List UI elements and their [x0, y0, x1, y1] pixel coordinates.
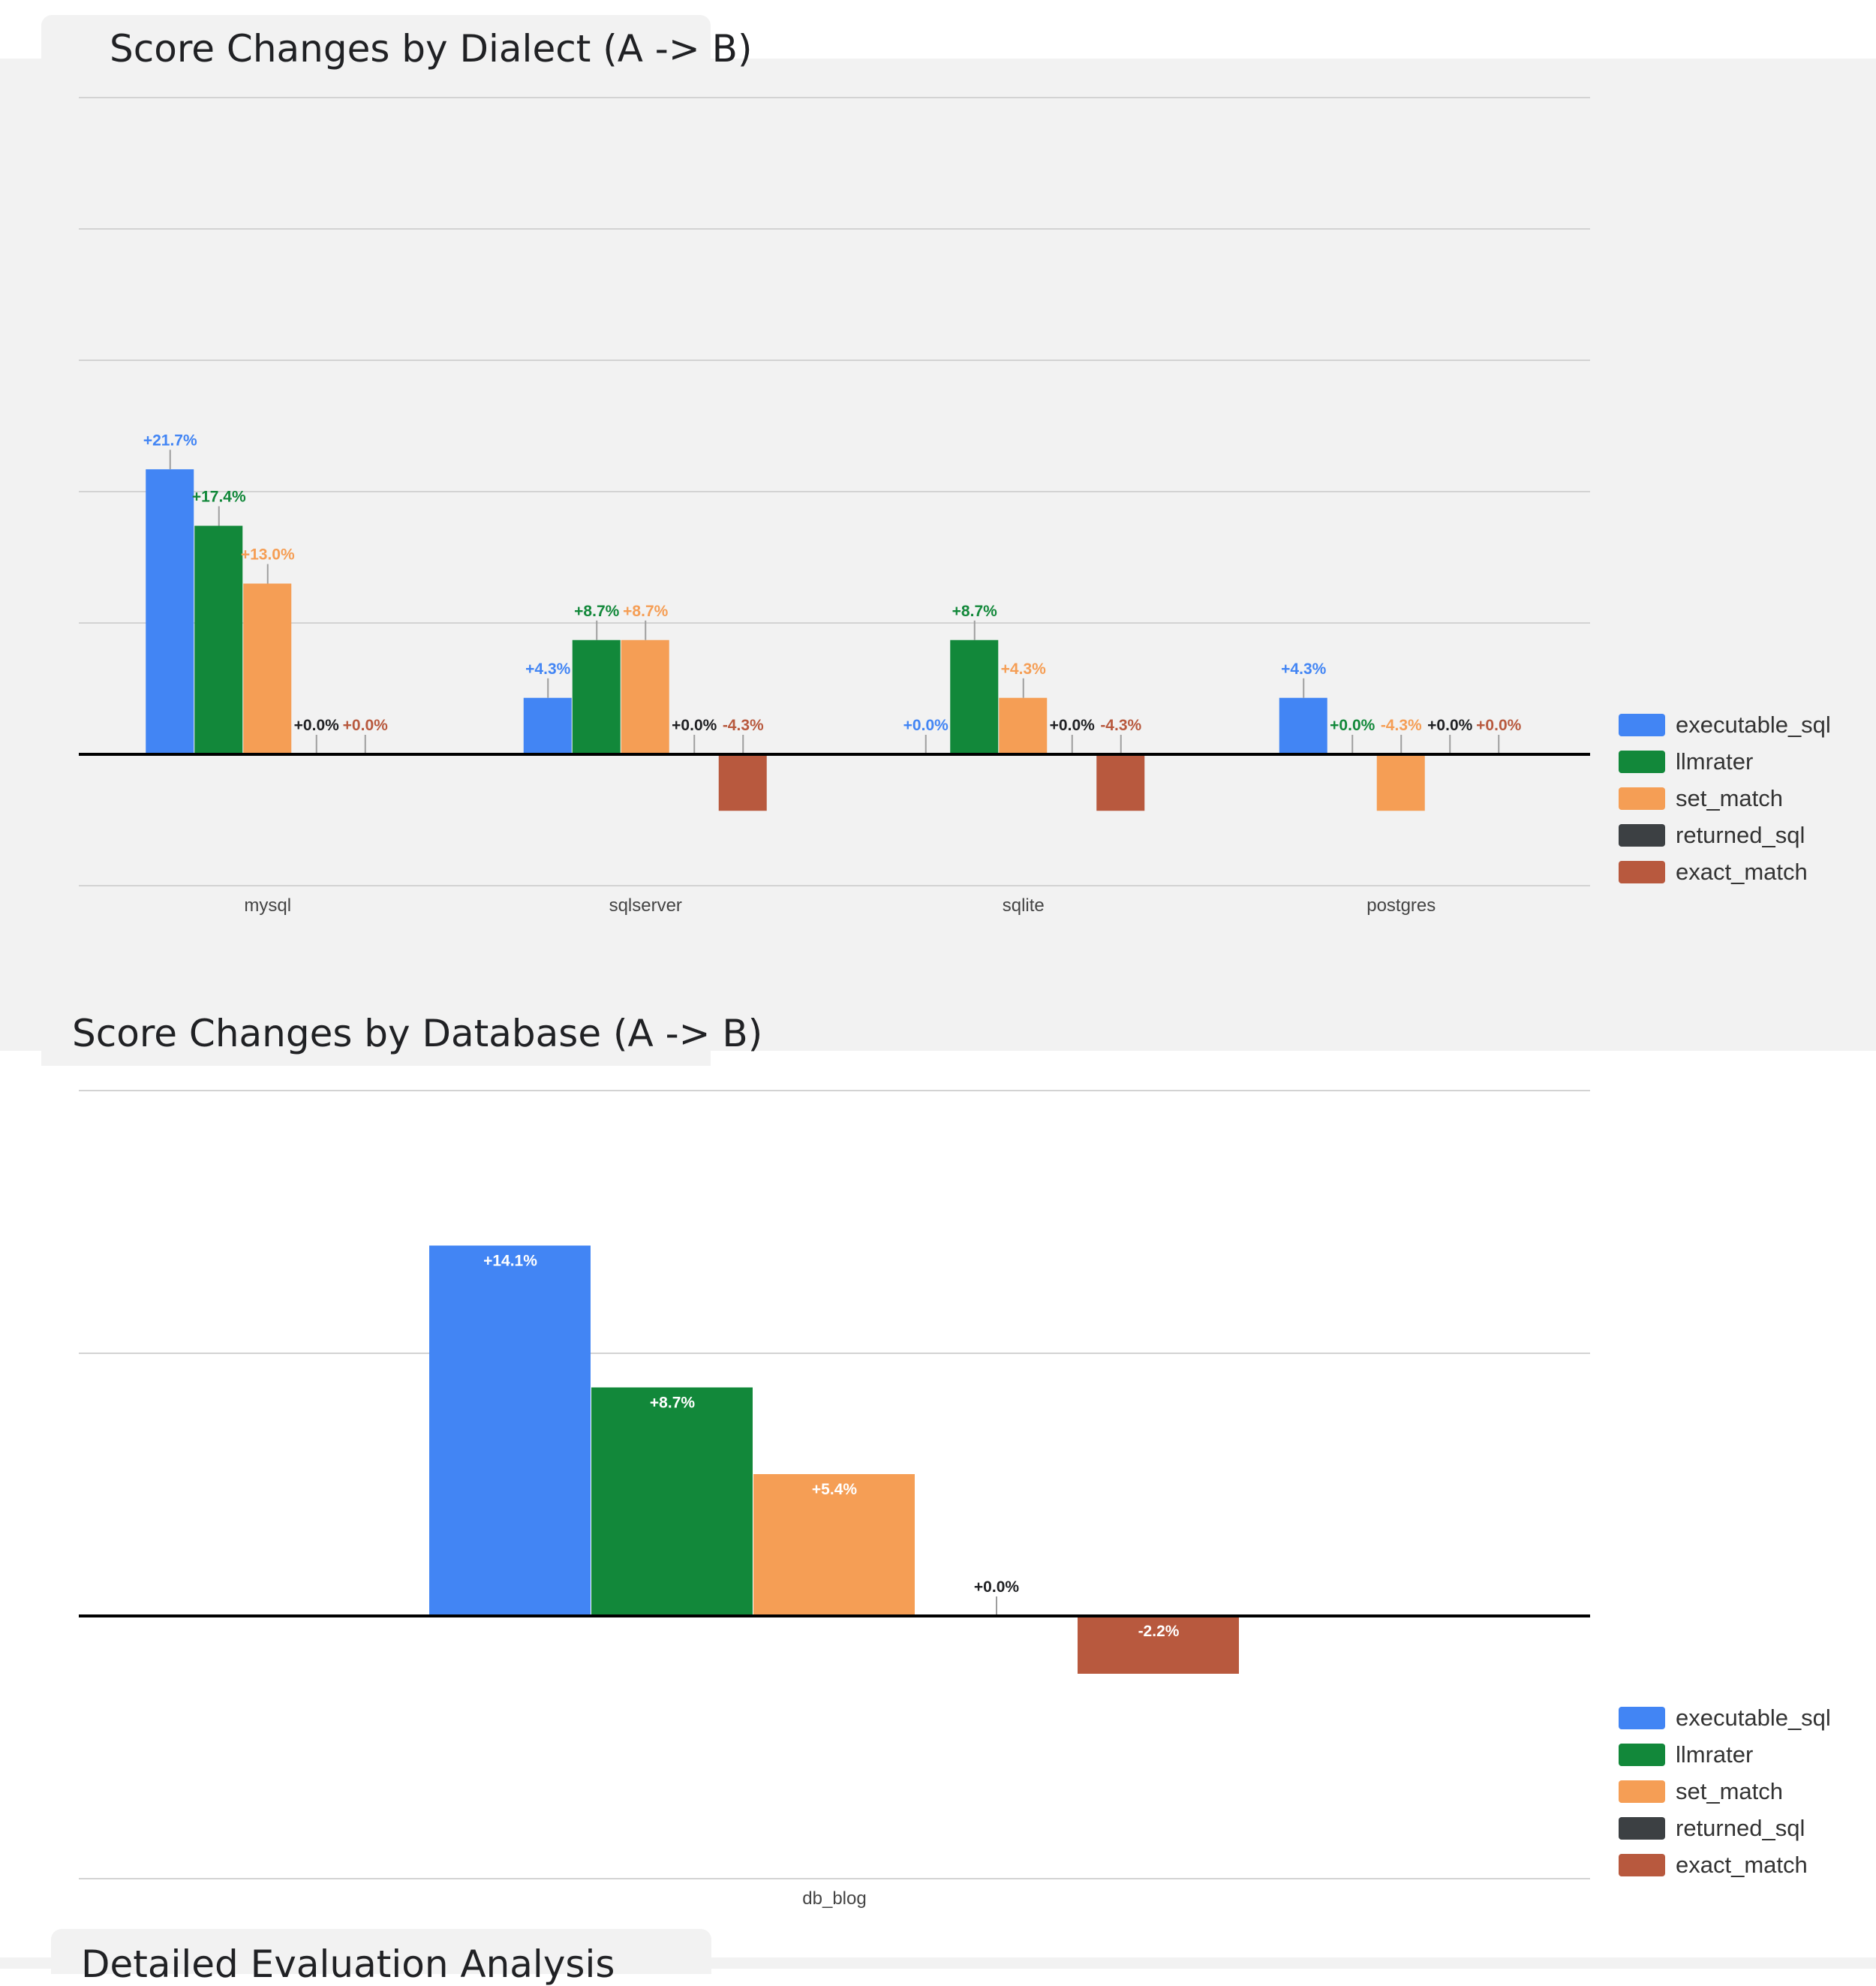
legend-label: executable_sql: [1676, 712, 1831, 738]
data-label: -2.2%: [1138, 1623, 1180, 1640]
legend-label: set_match: [1676, 785, 1783, 811]
legend-swatch: [1619, 714, 1665, 736]
dialect-tab: [41, 15, 711, 75]
bar: [194, 525, 243, 754]
legend-label: llmrater: [1676, 1741, 1753, 1768]
data-label: +0.0%: [343, 717, 388, 734]
legend-label: executable_sql: [1676, 1705, 1831, 1731]
data-label: -4.3%: [723, 717, 764, 734]
legend-swatch: [1619, 787, 1665, 810]
bar: [999, 697, 1048, 754]
legend-swatch: [1619, 751, 1665, 773]
data-label: +0.0%: [1427, 717, 1472, 734]
legend-swatch: [1619, 1707, 1665, 1729]
legend-swatch: [1619, 824, 1665, 847]
bar: [621, 639, 669, 754]
bar: [753, 1474, 915, 1616]
data-label: +0.0%: [672, 717, 717, 734]
data-label: +8.7%: [650, 1395, 695, 1412]
data-label: +0.0%: [1476, 717, 1521, 734]
bar: [1096, 754, 1145, 811]
database-chart-title: Score Changes by Database (A -> B): [72, 1012, 763, 1055]
legend-label: returned_sql: [1676, 1815, 1805, 1841]
x-tick-label: postgres: [1366, 895, 1436, 916]
bar: [1078, 1616, 1239, 1674]
data-label: +14.1%: [483, 1253, 537, 1270]
data-label: +0.0%: [1050, 717, 1095, 734]
data-label: +0.0%: [974, 1578, 1019, 1596]
data-label: +17.4%: [192, 489, 246, 506]
data-label: +4.3%: [525, 660, 570, 678]
legend-label: exact_match: [1676, 1852, 1808, 1878]
legend-swatch: [1619, 1854, 1665, 1876]
bar: [1376, 754, 1425, 811]
legend-swatch: [1619, 861, 1665, 883]
data-label: +0.0%: [294, 717, 339, 734]
bar: [1279, 697, 1327, 754]
x-tick-label: mysql: [244, 895, 291, 916]
analysis-tab: [51, 1929, 711, 1974]
x-tick-label: sqlserver: [609, 895, 682, 916]
data-label: +4.3%: [1281, 660, 1326, 678]
legend-label: llmrater: [1676, 748, 1753, 775]
data-label: +8.7%: [952, 603, 997, 620]
bar: [429, 1245, 591, 1616]
data-label: +8.7%: [623, 603, 668, 620]
x-tick-label: db_blog: [802, 1888, 866, 1909]
legend-swatch: [1619, 1780, 1665, 1803]
data-label: -4.3%: [1100, 717, 1141, 734]
bar: [591, 1387, 753, 1616]
data-label: +21.7%: [143, 432, 197, 449]
dialect-chart-title: Score Changes by Dialect (A -> B): [110, 27, 753, 71]
analysis-title: Detailed Evaluation Analysis: [81, 1942, 615, 1986]
database-tab: [41, 998, 711, 1066]
database-chart: +14.1% +8.7% +5.4% +0.0% -2.2% db_blog executa…: [79, 1090, 1831, 1909]
legend-label: exact_match: [1676, 859, 1808, 885]
x-tick-label: sqlite: [1003, 895, 1045, 916]
data-label: +8.7%: [574, 603, 619, 620]
data-label: +13.0%: [241, 546, 295, 564]
legend-label: returned_sql: [1676, 822, 1805, 848]
bar: [523, 697, 572, 754]
legend-swatch: [1619, 1817, 1665, 1840]
dialect-chart: +21.7%+17.4%+13.0%+0.0% +0.0%mysql+4.3%+8…: [79, 97, 1831, 916]
data-label: +4.3%: [1001, 660, 1046, 678]
data-label: +0.0%: [1330, 717, 1375, 734]
data-label: +0.0%: [903, 717, 949, 734]
bar: [146, 469, 194, 754]
data-label: +5.4%: [812, 1481, 857, 1498]
bar: [950, 639, 999, 754]
legend-label: set_match: [1676, 1778, 1783, 1804]
data-label: -4.3%: [1381, 717, 1422, 734]
bar: [572, 639, 621, 754]
legend-swatch: [1619, 1744, 1665, 1766]
bar: [243, 583, 292, 754]
bar: [718, 754, 767, 811]
